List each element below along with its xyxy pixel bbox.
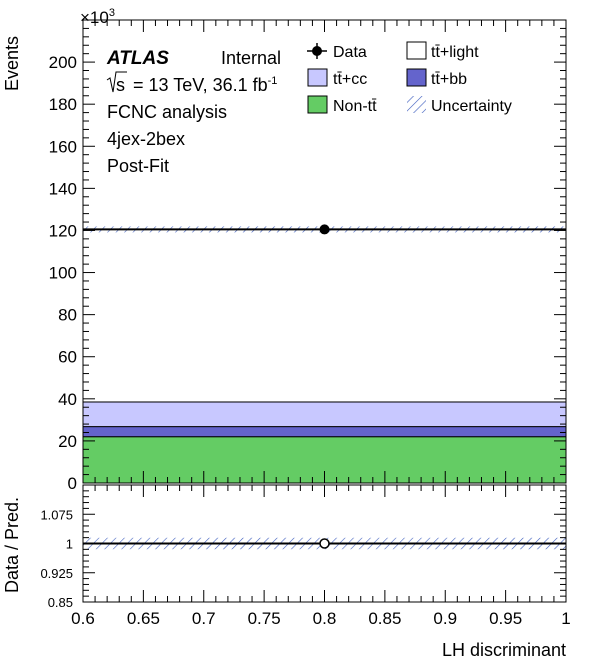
legend-swatch-ttbb xyxy=(406,68,427,87)
ratio-x-tick-label: 0.95 xyxy=(489,609,522,628)
energy-lumi-main: = 13 TeV, 36.1 fb xyxy=(133,75,268,95)
ratio-y-tick-label: 1.075 xyxy=(40,507,73,522)
legend-swatch-ttcc xyxy=(307,68,328,87)
ratio-x-tick-label: 0.6 xyxy=(71,609,95,628)
legend-swatch-uncertainty xyxy=(407,96,426,113)
main-y-tick-label: 120 xyxy=(49,221,77,240)
main-y-tick-label: 140 xyxy=(49,179,77,198)
ratio-x-axis: 0.6 0.65 0.7 0.75 0.8 0.85 0.9 0.95 1 xyxy=(71,485,571,628)
legend-label-uncertainty: Uncertainty xyxy=(431,98,512,115)
energy-lumi-text: = 13 TeV, 36.1 fb-1 xyxy=(133,75,277,95)
legend-entry-nontt: Non-tt̄ xyxy=(307,95,377,115)
ratio-x-tick-label: 0.65 xyxy=(127,609,160,628)
y-axis-title: Events xyxy=(2,36,22,91)
ratio-y-axis: 0.85 0.925 1 1.075 xyxy=(40,484,566,610)
main-y-tick-label: 0 xyxy=(68,474,77,493)
ratio-x-tick-label: 1 xyxy=(561,609,570,628)
legend-label-ttbb: tt̄+bb xyxy=(431,71,467,88)
y-axis-multiplier: ×103 xyxy=(80,7,115,27)
sqrts-text: s xyxy=(116,75,125,95)
status-label: Internal xyxy=(221,48,281,68)
main-y-tick-label: 200 xyxy=(49,53,77,72)
fit-label: Post-Fit xyxy=(107,156,169,176)
y-axis-multiplier-exp: 3 xyxy=(109,7,115,19)
legend-entry-ttcc: tt̄+cc xyxy=(307,68,367,88)
ratio-point-marker xyxy=(319,538,330,549)
energy-lumi-label: s = 13 TeV, 36.1 fb-1 xyxy=(106,71,277,95)
legend-swatch-nontt xyxy=(307,95,328,114)
legend-entry-data: Data xyxy=(307,43,367,61)
main-y-tick-label: 180 xyxy=(49,95,77,114)
legend-label-data: Data xyxy=(333,44,367,61)
ratio-x-tick-label: 0.8 xyxy=(313,609,337,628)
legend-data-marker xyxy=(312,46,322,56)
atlas-label: ATLAS xyxy=(106,48,169,69)
legend-label-nontt: Non-tt̄ xyxy=(333,98,377,115)
main-y-tick-label: 100 xyxy=(49,264,77,283)
ratio-y-axis-title: Data / Pred. xyxy=(2,497,22,593)
ratio-x-tick-label: 0.75 xyxy=(248,609,281,628)
data-point-marker xyxy=(319,224,330,235)
ratio-data-series xyxy=(83,538,566,549)
legend: Data tt̄+light tt̄+cc tt̄+bb Non-tt̄ Unc… xyxy=(307,41,512,115)
main-y-tick-label: 160 xyxy=(49,137,77,156)
legend-label-ttcc: tt̄+cc xyxy=(333,71,367,88)
plot-info: ATLAS Internal s = 13 TeV, 36.1 fb-1 FCN… xyxy=(106,48,281,176)
ratio-y-tick-label: 0.85 xyxy=(48,595,73,610)
ratio-panel: 0.85 0.925 1 1.075 0.6 0.65 0.7 0.75 0.8 0.85 0.9… xyxy=(40,484,571,628)
ratio-x-tick-label: 0.9 xyxy=(433,609,457,628)
legend-entry-ttbb: tt̄+bb xyxy=(406,68,467,88)
main-y-tick-label: 80 xyxy=(58,306,77,325)
main-y-tick-label: 60 xyxy=(58,348,77,367)
ratio-x-tick-label: 0.85 xyxy=(368,609,401,628)
stack-bar-ttcc xyxy=(82,401,567,428)
x-axis-title: LH discriminant xyxy=(442,640,566,660)
main-panel: 0 20 40 60 80 100 120 140 160 180 200 xyxy=(49,19,567,493)
region-label: 4jex-2bex xyxy=(107,129,185,149)
legend-entry-uncertainty: Uncertainty xyxy=(407,96,512,115)
lumi-exponent: -1 xyxy=(268,75,278,87)
y-axis-multiplier-base: ×10 xyxy=(80,8,109,27)
main-y-tick-label: 20 xyxy=(58,432,77,451)
main-x-axis xyxy=(82,20,567,483)
sqrt-icon xyxy=(106,71,127,93)
ratio-x-tick-label: 0.7 xyxy=(192,609,216,628)
legend-swatch-ttlight xyxy=(406,41,427,60)
stack-bar-ttlight xyxy=(82,228,567,403)
stacked-histogram xyxy=(82,228,567,484)
ratio-y-tick-label: 1 xyxy=(66,537,73,552)
ratio-y-tick-label: 0.925 xyxy=(40,566,73,581)
main-y-axis: 0 20 40 60 80 100 120 140 160 180 200 xyxy=(49,19,566,493)
analysis-label: FCNC analysis xyxy=(107,102,227,122)
legend-label-ttlight: tt̄+light xyxy=(431,44,479,61)
stack-bar-ttbb xyxy=(82,426,567,438)
main-y-tick-label: 40 xyxy=(58,390,77,409)
legend-entry-ttlight: tt̄+light xyxy=(406,41,479,61)
data-series xyxy=(83,224,566,235)
